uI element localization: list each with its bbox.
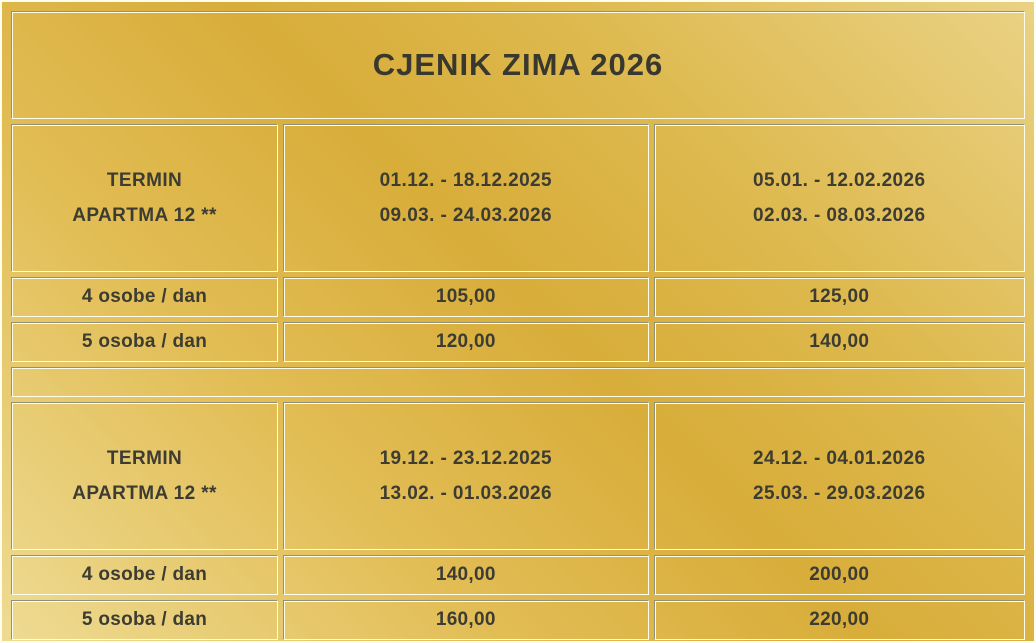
price-value: 105,00 (283, 277, 649, 317)
date-range: 01.12. - 18.12.2025 (379, 170, 552, 191)
date-range: 05.01. - 12.02.2026 (753, 170, 926, 191)
table-row: 5 osoba / dan 120,00 140,00 (11, 322, 1025, 362)
table-row: 4 osobe / dan 105,00 125,00 (11, 277, 1025, 317)
season2-dates-a-cell: 19.12. - 23.12.2025 13.02. - 01.03.2026 (283, 402, 649, 550)
price-value: 200,00 (653, 555, 1025, 595)
occupancy-label: 4 osobe / dan (11, 555, 279, 595)
season2-dates-b-cell: 24.12. - 04.01.2026 25.03. - 29.03.2026 (653, 402, 1025, 550)
apartment-label: APARTMA 12 ** (72, 205, 217, 226)
season1-dates-b-cell: 05.01. - 12.02.2026 02.03. - 08.03.2026 (653, 124, 1025, 272)
page-title: CJENIK ZIMA 2026 (372, 47, 664, 82)
termin-label: TERMIN (106, 170, 183, 191)
date-range: 13.02. - 01.03.2026 (379, 483, 552, 504)
title-row: CJENIK ZIMA 2026 (11, 11, 1025, 119)
price-table: CJENIK ZIMA 2026 TERMIN APARTMA 12 ** 01… (6, 6, 1030, 641)
title-cell: CJENIK ZIMA 2026 (11, 11, 1025, 119)
season2-header-row: TERMIN APARTMA 12 ** 19.12. - 23.12.2025… (11, 402, 1025, 550)
season1-termin-cell: TERMIN APARTMA 12 ** (11, 124, 279, 272)
table-row: 4 osobe / dan 140,00 200,00 (11, 555, 1025, 595)
date-range: 24.12. - 04.01.2026 (753, 448, 926, 469)
date-range: 19.12. - 23.12.2025 (379, 448, 552, 469)
date-range: 09.03. - 24.03.2026 (379, 205, 552, 226)
occupancy-label: 4 osobe / dan (11, 277, 279, 317)
date-range: 25.03. - 29.03.2026 (753, 483, 926, 504)
table-row: 5 osoba / dan 160,00 220,00 (11, 600, 1025, 640)
occupancy-label: 5 osoba / dan (11, 322, 279, 362)
price-value: 140,00 (283, 555, 649, 595)
termin-label: TERMIN (106, 448, 183, 469)
apartment-label: APARTMA 12 ** (72, 483, 217, 504)
price-value: 120,00 (283, 322, 649, 362)
spacer-row (11, 367, 1025, 397)
season1-dates-a-cell: 01.12. - 18.12.2025 09.03. - 24.03.2026 (283, 124, 649, 272)
date-range: 02.03. - 08.03.2026 (753, 205, 926, 226)
season1-header-row: TERMIN APARTMA 12 ** 01.12. - 18.12.2025… (11, 124, 1025, 272)
occupancy-label: 5 osoba / dan (11, 600, 279, 640)
season2-termin-cell: TERMIN APARTMA 12 ** (11, 402, 279, 550)
spacer-cell (11, 367, 1025, 397)
price-value: 160,00 (283, 600, 649, 640)
price-value: 140,00 (653, 322, 1025, 362)
price-value: 220,00 (653, 600, 1025, 640)
price-value: 125,00 (653, 277, 1025, 317)
